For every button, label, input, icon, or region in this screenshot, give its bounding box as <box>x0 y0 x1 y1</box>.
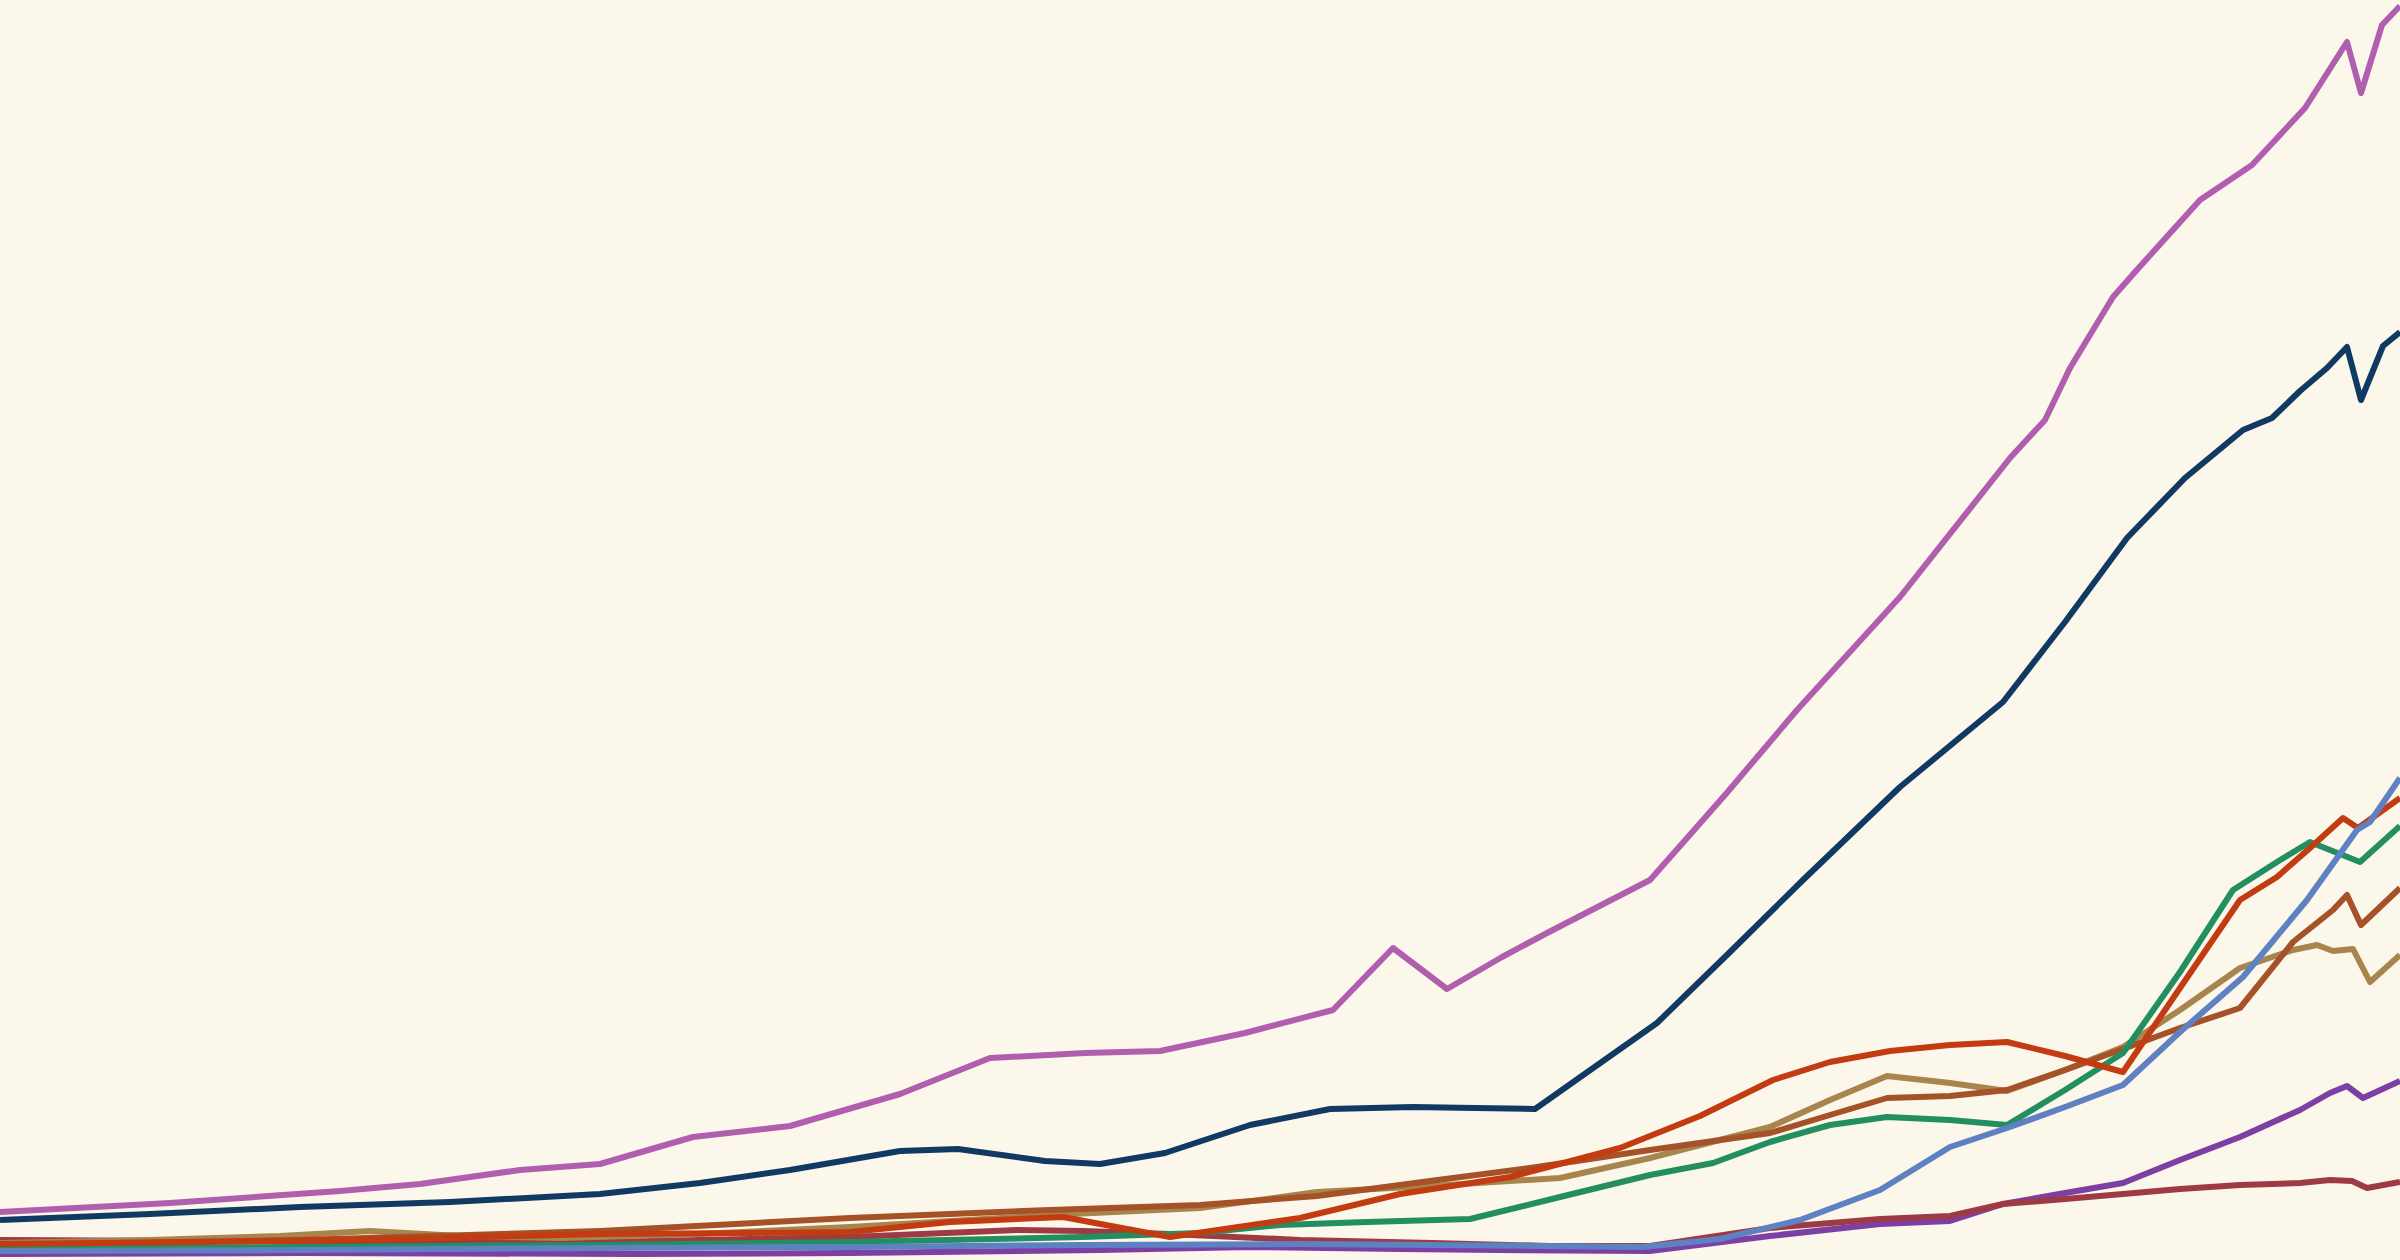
series-line-magenta <box>0 6 2400 1212</box>
line-chart <box>0 0 2400 1260</box>
series-line-green <box>0 826 2400 1248</box>
line-chart-canvas <box>0 0 2400 1260</box>
series-line-navy <box>0 332 2400 1220</box>
series-line-steel-blue <box>0 778 2400 1251</box>
series-line-vermillion <box>0 798 2400 1244</box>
